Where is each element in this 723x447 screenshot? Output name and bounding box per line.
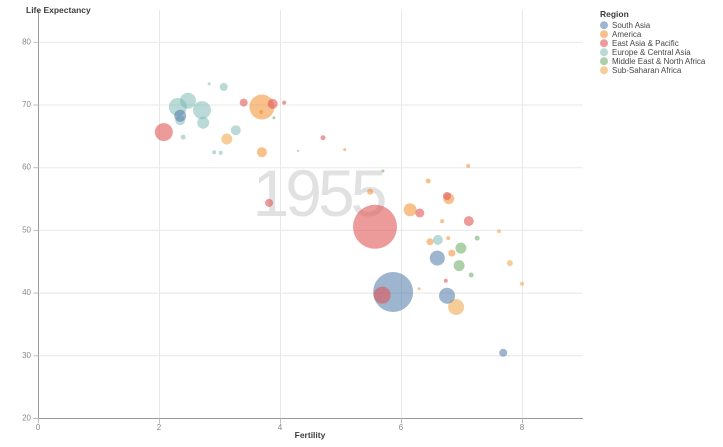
data-bubble[interactable]: [221, 133, 233, 145]
data-bubble[interactable]: [267, 98, 278, 109]
y-tick-label: 50: [22, 225, 31, 234]
data-bubble[interactable]: [353, 204, 397, 249]
data-bubble[interactable]: [463, 216, 474, 227]
data-bubble[interactable]: [455, 242, 467, 254]
data-bubble[interactable]: [443, 278, 448, 283]
data-bubble[interactable]: [506, 260, 513, 267]
data-bubble[interactable]: [440, 219, 445, 224]
data-bubble[interactable]: [474, 235, 480, 241]
y-tick-label: 60: [22, 163, 31, 172]
data-bubble[interactable]: [193, 101, 211, 120]
data-bubble[interactable]: [272, 116, 276, 120]
legend-item: America: [600, 30, 642, 39]
y-axis-title: Life Expectancy: [26, 5, 91, 15]
x-axis-title: Fertility: [295, 430, 326, 440]
data-bubble[interactable]: [367, 188, 374, 195]
data-bubble[interactable]: [343, 148, 347, 152]
y-tick-label: 70: [22, 100, 31, 109]
x-tick-label: 0: [36, 423, 41, 432]
legend-item: Middle East & North Africa: [600, 57, 706, 66]
legend-swatch-icon: [600, 21, 608, 30]
data-bubble[interactable]: [415, 208, 425, 218]
data-bubble[interactable]: [499, 348, 508, 357]
data-bubble[interactable]: [381, 169, 385, 173]
data-bubble[interactable]: [373, 286, 391, 304]
legend-item-label: East Asia & Pacific: [612, 39, 679, 48]
legend-item-label: Sub-Saharan Africa: [612, 66, 682, 75]
data-bubble[interactable]: [207, 82, 211, 86]
legend-item-label: America: [612, 30, 642, 39]
legend-swatch-icon: [600, 39, 608, 48]
legend-item-label: Middle East & North Africa: [612, 57, 706, 66]
data-bubble[interactable]: [180, 134, 186, 140]
data-bubble[interactable]: [446, 236, 451, 241]
data-bubble[interactable]: [230, 125, 241, 136]
data-bubble[interactable]: [218, 150, 223, 155]
legend-item-label: Europe & Central Asia: [612, 48, 691, 57]
x-axis-ticks: 0 2 4 6 8: [36, 418, 525, 432]
y-tick-label: 20: [22, 414, 31, 423]
data-bubble[interactable]: [212, 150, 217, 155]
legend-swatch-icon: [600, 57, 608, 66]
legend-item: East Asia & Pacific: [600, 39, 679, 48]
axes: 0 2 4 6 8 20 30 40 50 60 70 80: [22, 10, 583, 432]
legend-item-label: South Asia: [612, 21, 651, 30]
legend-swatch-icon: [600, 30, 608, 39]
data-bubble[interactable]: [417, 287, 421, 291]
legend-item: South Asia: [600, 21, 651, 30]
data-bubble[interactable]: [259, 110, 264, 114]
data-bubble[interactable]: [443, 192, 451, 200]
legend-swatch-icon: [600, 48, 608, 57]
data-bubble[interactable]: [466, 163, 471, 168]
x-tick-label: 2: [157, 423, 162, 432]
data-bubble[interactable]: [432, 234, 443, 245]
data-bubble[interactable]: [520, 281, 524, 286]
bubble-layer: [154, 82, 524, 357]
data-bubble[interactable]: [429, 250, 445, 266]
data-bubble[interactable]: [468, 272, 474, 278]
y-tick-label: 30: [22, 351, 31, 360]
data-bubble[interactable]: [448, 299, 465, 315]
y-tick-label: 40: [22, 288, 31, 297]
data-bubble[interactable]: [197, 116, 210, 129]
y-axis-ticks: 20 30 40 50 60 70 80: [22, 37, 39, 423]
data-bubble[interactable]: [297, 149, 300, 152]
y-tick-label: 80: [22, 37, 31, 46]
legend-title: Region: [600, 9, 629, 19]
data-bubble[interactable]: [174, 109, 187, 122]
x-tick-label: 6: [399, 423, 404, 432]
data-bubble[interactable]: [320, 135, 326, 141]
data-bubble[interactable]: [219, 82, 228, 91]
legend-swatch-icon: [600, 66, 608, 75]
data-bubble[interactable]: [249, 94, 275, 120]
data-bubble[interactable]: [154, 123, 173, 142]
data-bubble[interactable]: [439, 287, 455, 304]
data-bubble[interactable]: [426, 238, 434, 246]
data-bubble[interactable]: [282, 100, 287, 105]
data-bubble[interactable]: [403, 203, 417, 217]
data-bubble[interactable]: [453, 260, 465, 272]
data-bubble[interactable]: [265, 198, 274, 207]
data-bubble[interactable]: [448, 249, 456, 257]
x-tick-label: 4: [278, 423, 283, 432]
data-bubble[interactable]: [425, 178, 431, 184]
legend-item: Sub-Saharan Africa: [600, 66, 682, 75]
data-bubble[interactable]: [239, 98, 248, 107]
data-bubble[interactable]: [256, 147, 267, 158]
x-tick-label: 8: [520, 423, 525, 432]
legend-item: Europe & Central Asia: [600, 48, 691, 57]
data-bubble[interactable]: [180, 92, 196, 109]
data-bubble[interactable]: [497, 229, 501, 234]
